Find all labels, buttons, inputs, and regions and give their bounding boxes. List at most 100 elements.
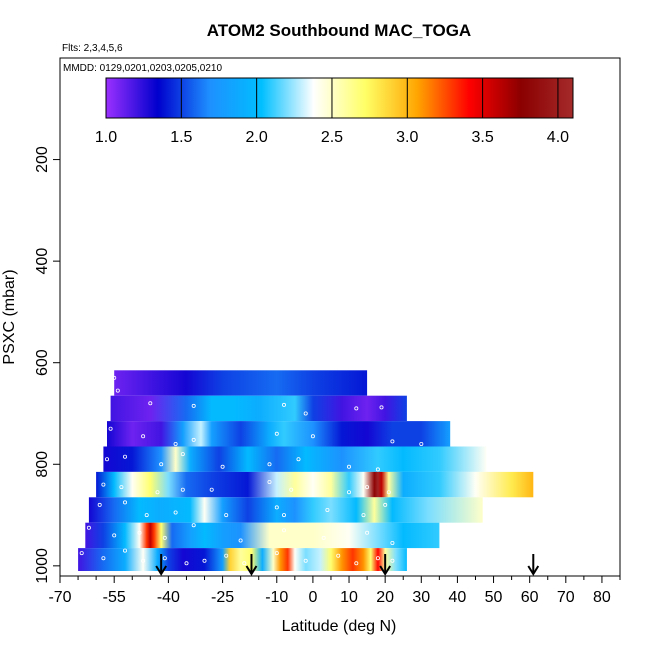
sample-point	[375, 467, 380, 472]
sample-point	[144, 513, 149, 518]
heatmap-rows	[78, 370, 534, 571]
sample-point	[375, 556, 380, 561]
x-tick-label: 10	[340, 589, 358, 606]
sample-point	[383, 502, 388, 507]
colorbar-tick-label: 1.5	[170, 129, 192, 146]
sample-point	[325, 507, 330, 512]
x-tick-label: 50	[485, 589, 503, 606]
sample-point	[162, 535, 167, 540]
sample-point	[267, 479, 272, 484]
chart-title: ATOM2 Southbound MAC_TOGA	[207, 21, 471, 40]
flights-label: Flts: 2,3,4,5,6	[62, 43, 123, 54]
sample-point	[112, 375, 117, 380]
sample-point	[180, 487, 185, 492]
sample-point	[224, 553, 229, 558]
heatmap-row	[103, 446, 487, 472]
sample-point	[274, 505, 279, 510]
sample-point	[238, 538, 243, 543]
y-axis-label: PSXC (mbar)	[1, 269, 18, 364]
sample-point	[184, 561, 189, 566]
sample-point	[191, 403, 196, 408]
sample-point	[123, 548, 128, 553]
sample-point	[155, 490, 160, 495]
sample-point	[220, 464, 225, 469]
sample-point	[123, 500, 128, 505]
sample-point	[361, 513, 366, 518]
sample-point	[141, 558, 146, 563]
x-tick-label: 80	[593, 589, 611, 606]
sample-point	[354, 561, 359, 566]
y-tick-label: 600	[34, 349, 51, 376]
y-axis: 200 400 600 800 1000	[34, 146, 60, 584]
sample-point	[101, 482, 106, 487]
y-tick-label: 1000	[34, 548, 51, 584]
sample-point	[346, 490, 351, 495]
x-axis: -70 -55 -40 -25 -10 0 10 20 30 40 50 60 70 80	[48, 576, 621, 606]
sample-point	[209, 487, 214, 492]
sample-point	[97, 502, 102, 507]
x-tick-label: 70	[557, 589, 575, 606]
colorbar-tick-label: 1.0	[95, 129, 117, 146]
heatmap-row	[78, 548, 407, 571]
sample-point	[281, 513, 286, 518]
heatmap-row	[85, 522, 440, 549]
sample-point	[390, 439, 395, 444]
colorbar-tick-label: 4.0	[547, 129, 569, 146]
x-tick-label: 60	[521, 589, 539, 606]
heatmap-row	[110, 395, 407, 422]
sample-point	[281, 528, 286, 533]
plot-frame	[59, 57, 621, 577]
x-tick-label: 20	[376, 589, 394, 606]
down-arrow-icon	[245, 554, 258, 576]
sample-point	[386, 490, 391, 495]
down-arrow-icon	[527, 554, 540, 576]
x-axis-label: Latitude (deg N)	[282, 618, 397, 635]
x-tick-label: -10	[265, 589, 288, 606]
sample-point	[365, 485, 370, 490]
sample-point	[224, 513, 229, 518]
dates-label: MMDD: 0129,0201,0203,0205,0210	[63, 63, 222, 74]
y-tick-label: 400	[34, 248, 51, 275]
sample-point	[303, 558, 308, 563]
y-tick-label: 800	[34, 451, 51, 478]
sample-point	[379, 405, 384, 410]
sample-point	[202, 558, 207, 563]
colorbar-tick-label: 2.0	[246, 129, 268, 146]
colorbar: 1.0 1.5 2.0 2.5 3.0 3.5 4.0	[95, 77, 574, 146]
sample-point	[101, 556, 106, 561]
heatmap-row	[88, 497, 483, 523]
sample-points	[79, 375, 424, 566]
sample-point	[86, 525, 91, 530]
sample-point	[274, 431, 279, 436]
sample-point	[390, 541, 395, 546]
x-tick-label: -40	[157, 589, 180, 606]
sample-point	[242, 561, 247, 566]
sample-point	[346, 464, 351, 469]
sample-point	[419, 441, 424, 446]
sample-point	[321, 535, 326, 540]
colorbar-tick-label: 3.0	[396, 129, 418, 146]
sample-point	[105, 457, 110, 462]
sample-point	[159, 462, 164, 467]
colorbar-tick-label: 2.5	[321, 129, 343, 146]
sample-point	[180, 452, 185, 457]
sample-point	[162, 556, 167, 561]
heatmap-row	[114, 370, 368, 396]
sample-point	[267, 462, 272, 467]
flight-arrows	[155, 554, 540, 576]
plot-area	[59, 57, 621, 577]
sample-point	[137, 530, 142, 535]
sample-point	[310, 434, 315, 439]
x-tick-label: -55	[103, 589, 126, 606]
sample-point	[119, 485, 124, 490]
sample-point	[191, 523, 196, 528]
down-arrow-icon	[155, 554, 168, 576]
x-tick-label: 40	[449, 589, 467, 606]
sample-point	[173, 441, 178, 446]
x-tick-label: -25	[211, 589, 234, 606]
sample-point	[289, 487, 294, 492]
sample-point	[281, 402, 286, 407]
sample-point	[296, 457, 301, 462]
sample-point	[354, 406, 359, 411]
